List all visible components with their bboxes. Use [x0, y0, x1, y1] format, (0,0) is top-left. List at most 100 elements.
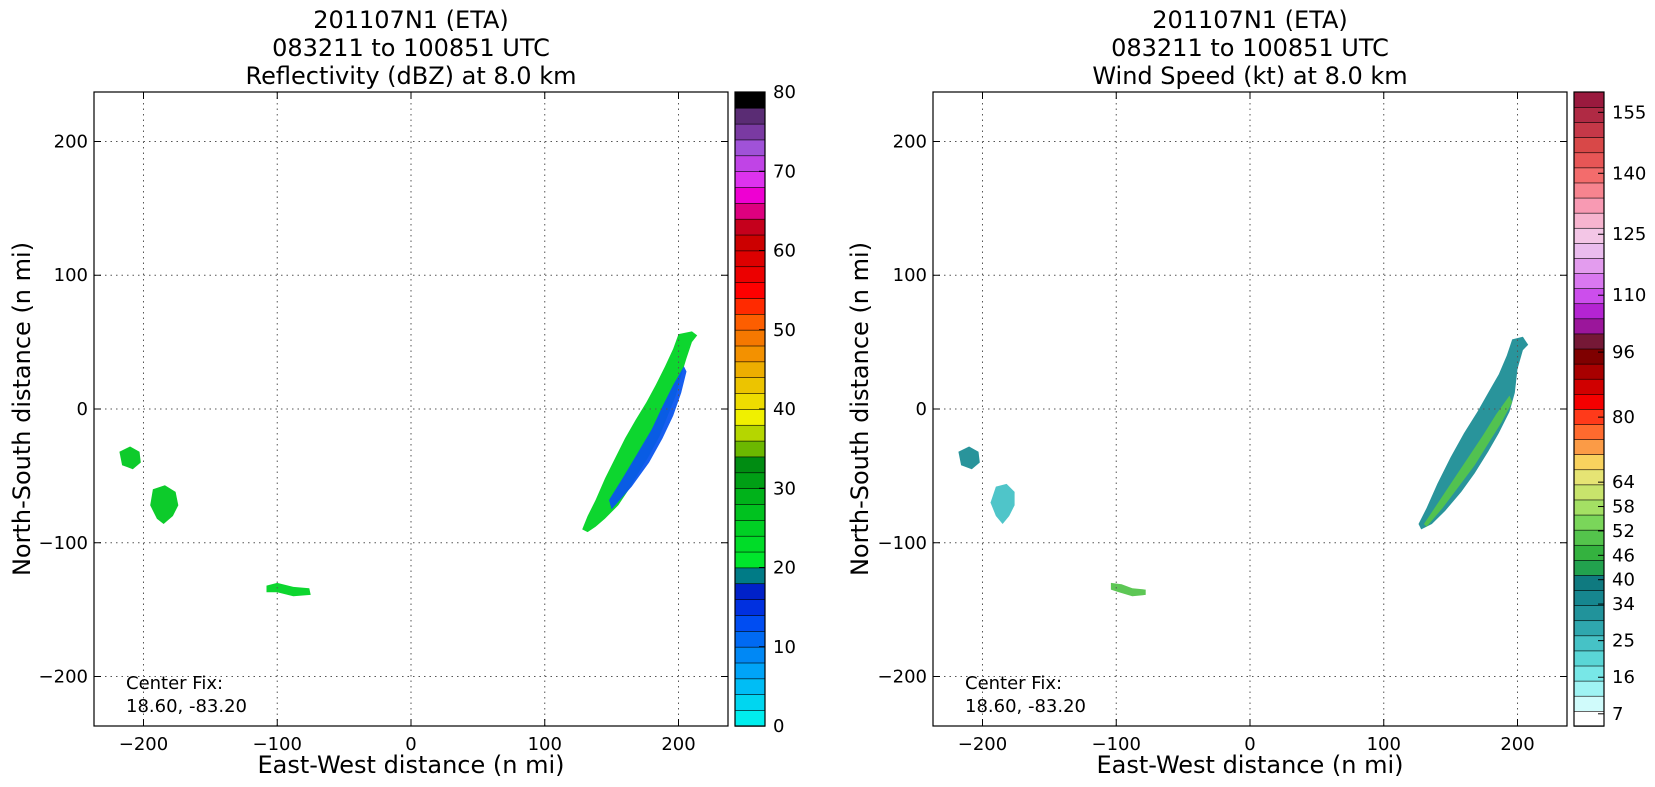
y-tick-label: 200	[54, 131, 88, 152]
colorbar-band	[734, 281, 766, 299]
chart-title-line: 201107N1 (ETA)	[313, 6, 509, 34]
colorbar-band	[1573, 227, 1605, 244]
colorbar-band	[1573, 695, 1605, 712]
echo-region	[266, 582, 311, 597]
colorbar-band	[1573, 167, 1605, 184]
x-tick-label: 0	[1244, 734, 1255, 755]
colorbar-band	[734, 408, 766, 426]
y-tick-label: −100	[39, 533, 88, 554]
y-tick-label: 0	[77, 399, 88, 420]
x-tick-label: −200	[119, 734, 168, 755]
colorbar-band	[734, 519, 766, 537]
colorbar-tick-label: 155	[1612, 102, 1646, 123]
colorbar-band	[734, 487, 766, 505]
colorbar-frame	[1573, 91, 1605, 727]
center-fix-label: 18.60, -83.20	[965, 696, 1086, 717]
chart-title-line: 083211 to 100851 UTC	[1111, 34, 1389, 62]
colorbar-band	[734, 123, 766, 141]
colorbar-band	[734, 567, 766, 585]
colorbar-band	[734, 392, 766, 410]
colorbar-band	[1573, 212, 1605, 229]
x-tick-label: 200	[661, 734, 695, 755]
y-tick-label: −200	[878, 667, 927, 688]
colorbar-band	[1573, 484, 1605, 501]
y-axis-label: North-South distance (n mi)	[846, 242, 874, 576]
colorbar-band	[1573, 423, 1605, 440]
center-fix-label: Center Fix:	[126, 673, 223, 694]
echo-region	[958, 446, 980, 470]
colorbar-band	[1573, 363, 1605, 380]
colorbar-band	[1573, 453, 1605, 471]
colorbar-band	[734, 551, 766, 569]
colorbar-band	[1573, 529, 1605, 546]
x-axis-label: East-West distance (n mi)	[1096, 751, 1403, 779]
chart-title-line: 083211 to 100851 UTC	[272, 34, 550, 62]
x-axis-label: East-West distance (n mi)	[257, 751, 564, 779]
colorbar-band	[1573, 152, 1605, 169]
colorbar-band	[734, 361, 766, 379]
colorbar-band	[734, 440, 766, 458]
colorbar-band	[1573, 182, 1605, 199]
colorbar-tick-label: 40	[1612, 570, 1635, 591]
colorbar-band	[734, 266, 766, 283]
colorbar-tick-label: 64	[1612, 472, 1635, 493]
echo-region	[1110, 582, 1146, 597]
echo-region	[990, 483, 1015, 524]
colorbar-band	[734, 424, 766, 442]
center-fix-label: 18.60, -83.20	[126, 696, 247, 717]
colorbar-band	[734, 250, 766, 268]
colorbar-tick-label: 52	[1612, 521, 1635, 542]
x-tick-label: 0	[405, 734, 416, 755]
data-layer	[119, 331, 698, 597]
colorbar-band	[734, 170, 766, 188]
colorbar-band	[1573, 604, 1605, 622]
x-tick-label: 200	[1500, 734, 1534, 755]
colorbar-band	[1573, 257, 1605, 274]
colorbar: 7 16 25 34 40 46 52 58 64 80 96 110 125 140 155	[1573, 91, 1646, 727]
colorbar-band	[1573, 318, 1605, 335]
colorbar-band	[734, 107, 766, 125]
colorbar-band	[1573, 620, 1605, 637]
colorbar-band	[1573, 499, 1605, 516]
colorbar-band	[1573, 197, 1605, 214]
colorbar-band	[1573, 438, 1605, 455]
y-tick-label: −200	[39, 667, 88, 688]
x-tick-label: −100	[1092, 734, 1141, 755]
colorbar-tick-label: 58	[1612, 497, 1635, 518]
colorbar-tick-label: 70	[773, 161, 796, 182]
colorbar-band	[1573, 136, 1605, 154]
chart-title-line: 201107N1 (ETA)	[1152, 6, 1348, 34]
colorbar-band	[1573, 348, 1605, 365]
colorbar: 0 10 20 30 40 50 60 70 80	[734, 82, 796, 737]
colorbar-band	[1573, 710, 1605, 727]
colorbar-band	[734, 376, 766, 394]
colorbar-band	[734, 345, 766, 363]
colorbar-band	[1573, 635, 1605, 652]
colorbar-band	[1573, 393, 1605, 410]
x-tick-label: 100	[528, 734, 562, 755]
colorbar-band	[734, 535, 766, 553]
colorbar-tick-label: 46	[1612, 545, 1635, 566]
colorbar-band	[734, 709, 766, 727]
colorbar-band	[1573, 514, 1605, 531]
colorbar-band	[734, 678, 766, 696]
colorbar-band	[734, 693, 766, 711]
colorbar-band	[1573, 121, 1605, 138]
colorbar-tick-label: 30	[773, 478, 796, 499]
echo-region	[582, 331, 698, 533]
center-fix-label: Center Fix:	[965, 673, 1062, 694]
colorbar-tick-label: 20	[773, 558, 796, 579]
colorbar-tick-label: 110	[1612, 285, 1646, 306]
y-tick-label: 100	[893, 265, 927, 286]
colorbar-band	[734, 155, 766, 172]
chart-panel-1: 201107N1 (ETA)083211 to 100851 UTCReflec…	[8, 6, 796, 779]
colorbar-band	[1573, 589, 1605, 606]
x-tick-label: −100	[253, 734, 302, 755]
y-tick-label: 100	[54, 265, 88, 286]
colorbar-tick-label: 25	[1612, 631, 1635, 652]
y-tick-label: 0	[916, 399, 927, 420]
y-tick-label: −100	[878, 533, 927, 554]
colorbar-band	[1573, 378, 1605, 395]
